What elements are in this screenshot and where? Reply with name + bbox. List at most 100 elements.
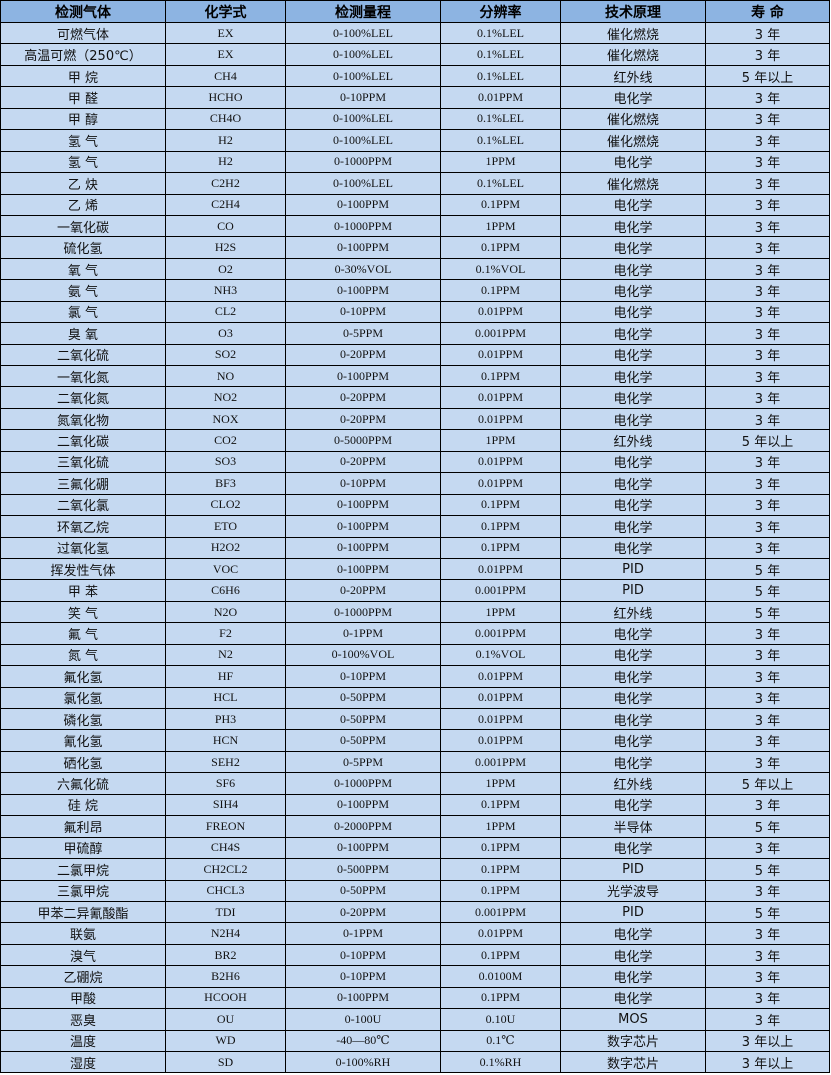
header-resolution: 分辨率 <box>440 0 561 23</box>
formula-cell: VOC <box>165 557 286 581</box>
range-cell: 0-5000PPM <box>285 429 441 452</box>
resolution-cell: 0.1PPM <box>440 279 561 302</box>
table-row: 一氧化碳 CO 0-1000PPM 1PPM 电化学 3 年 <box>0 214 830 238</box>
table-row: 二氧化硫 SO2 0-20PPM 0.01PPM 电化学 3 年 <box>0 343 830 367</box>
table-row: 温度 WD -40—80℃ 0.1℃ 数字芯片 3 年以上 <box>0 1029 830 1053</box>
range-cell: 0-100PPM <box>285 557 441 581</box>
resolution-cell: 1PPM <box>440 772 561 795</box>
gas-cell: 氮 气 <box>0 643 166 667</box>
resolution-cell: 0.1%RH <box>440 1050 561 1074</box>
lifespan-cell: 3 年 <box>705 21 830 45</box>
range-cell: 0-10PPM <box>285 86 441 109</box>
formula-cell: N2O <box>165 600 286 624</box>
resolution-cell: 0.01PPM <box>440 922 561 945</box>
range-cell: 0-5PPM <box>285 750 441 774</box>
formula-cell: H2S <box>165 236 286 259</box>
header-row: 检测气体 化学式 检测量程 分辨率 技术原理 寿 命 <box>0 0 830 23</box>
lifespan-cell: 3 年 <box>705 343 830 367</box>
resolution-cell: 0.01PPM <box>440 86 561 109</box>
range-cell: 0-100PPM <box>285 236 441 259</box>
lifespan-cell: 3 年 <box>705 793 830 817</box>
range-cell: 0-100PPM <box>285 836 441 860</box>
table-row: 笑 气 N2O 0-1000PPM 1PPM 红外线 5 年 <box>0 600 830 624</box>
resolution-cell: 1PPM <box>440 815 561 838</box>
resolution-cell: 0.01PPM <box>440 557 561 581</box>
resolution-cell: 0.1PPM <box>440 879 561 902</box>
gas-cell: 二氧化碳 <box>0 429 166 452</box>
table-row: 三氧化硫 SO3 0-20PPM 0.01PPM 电化学 3 年 <box>0 450 830 474</box>
resolution-cell: 0.001PPM <box>440 750 561 774</box>
lifespan-cell: 3 年 <box>705 665 830 688</box>
resolution-cell: 0.1%VOL <box>440 643 561 667</box>
resolution-cell: 1PPM <box>440 214 561 238</box>
principle-cell: 电化学 <box>560 986 706 1010</box>
table-row: 二氯甲烷 CH2CL2 0-500PPM 0.1PPM PID 5 年 <box>0 858 830 881</box>
range-cell: 0-5PPM <box>285 322 441 345</box>
formula-cell: BR2 <box>165 943 286 967</box>
gas-cell: 六氟化硫 <box>0 772 166 795</box>
principle-cell: 光学波导 <box>560 879 706 902</box>
principle-cell: 电化学 <box>560 707 706 731</box>
lifespan-cell: 3 年 <box>705 236 830 259</box>
lifespan-cell: 3 年 <box>705 707 830 731</box>
range-cell: 0-100PPM <box>285 193 441 216</box>
table-row: 恶臭 OU 0-100U 0.10U MOS 3 年 <box>0 1008 830 1031</box>
formula-cell: SEH2 <box>165 750 286 774</box>
table-row: 挥发性气体 VOC 0-100PPM 0.01PPM PID 5 年 <box>0 557 830 581</box>
lifespan-cell: 3 年 <box>705 1008 830 1031</box>
resolution-cell: 0.1PPM <box>440 236 561 259</box>
principle-cell: 催化燃烧 <box>560 43 706 66</box>
lifespan-cell: 3 年 <box>705 686 830 710</box>
range-cell: 0-20PPM <box>285 579 441 602</box>
formula-cell: WD <box>165 1029 286 1053</box>
range-cell: 0-20PPM <box>285 450 441 474</box>
range-cell: 0-10PPM <box>285 965 441 988</box>
gas-cell: 氢 气 <box>0 150 166 174</box>
resolution-cell: 0.1%LEL <box>440 107 561 131</box>
lifespan-cell: 3 年 <box>705 515 830 538</box>
resolution-cell: 0.001PPM <box>440 900 561 924</box>
formula-cell: B2H6 <box>165 965 286 988</box>
gas-cell: 甲 醛 <box>0 86 166 109</box>
range-cell: 0-1000PPM <box>285 150 441 174</box>
resolution-cell: 0.1PPM <box>440 536 561 559</box>
table-row: 过氧化氢 H2O2 0-100PPM 0.1PPM 电化学 3 年 <box>0 536 830 559</box>
range-cell: 0-50PPM <box>285 707 441 731</box>
formula-cell: CLO2 <box>165 493 286 517</box>
gas-cell: 三氟化硼 <box>0 472 166 495</box>
lifespan-cell: 3 年 <box>705 965 830 988</box>
range-cell: 0-100PPM <box>285 364 441 388</box>
gas-cell: 氢 气 <box>0 129 166 152</box>
resolution-cell: 0.1PPM <box>440 193 561 216</box>
gas-cell: 甲 烷 <box>0 64 166 88</box>
lifespan-cell: 3 年 <box>705 107 830 131</box>
resolution-cell: 0.1PPM <box>440 836 561 860</box>
lifespan-cell: 3 年 <box>705 407 830 431</box>
principle-cell: 红外线 <box>560 600 706 624</box>
formula-cell: NO <box>165 364 286 388</box>
principle-cell: 电化学 <box>560 300 706 324</box>
formula-cell: CH4S <box>165 836 286 860</box>
formula-cell: CO <box>165 214 286 238</box>
range-cell: 0-100U <box>285 1008 441 1031</box>
lifespan-cell: 3 年 <box>705 43 830 66</box>
principle-cell: PID <box>560 900 706 924</box>
table-row: 六氟化硫 SF6 0-1000PPM 1PPM 红外线 5 年以上 <box>0 772 830 795</box>
table-row: 硒化氢 SEH2 0-5PPM 0.001PPM 电化学 3 年 <box>0 750 830 774</box>
table-row: 三氯甲烷 CHCL3 0-50PPM 0.1PPM 光学波导 3 年 <box>0 879 830 902</box>
lifespan-cell: 3 年 <box>705 472 830 495</box>
header-lifespan: 寿 命 <box>705 0 830 23</box>
formula-cell: HCHO <box>165 86 286 109</box>
formula-cell: CH4O <box>165 107 286 131</box>
formula-cell: CL2 <box>165 300 286 324</box>
range-cell: 0-50PPM <box>285 879 441 902</box>
principle-cell: 电化学 <box>560 536 706 559</box>
range-cell: 0-1PPM <box>285 922 441 945</box>
resolution-cell: 0.1PPM <box>440 793 561 817</box>
principle-cell: 催化燃烧 <box>560 172 706 195</box>
formula-cell: CO2 <box>165 429 286 452</box>
formula-cell: CH4 <box>165 64 286 88</box>
formula-cell: NH3 <box>165 279 286 302</box>
principle-cell: 电化学 <box>560 450 706 474</box>
